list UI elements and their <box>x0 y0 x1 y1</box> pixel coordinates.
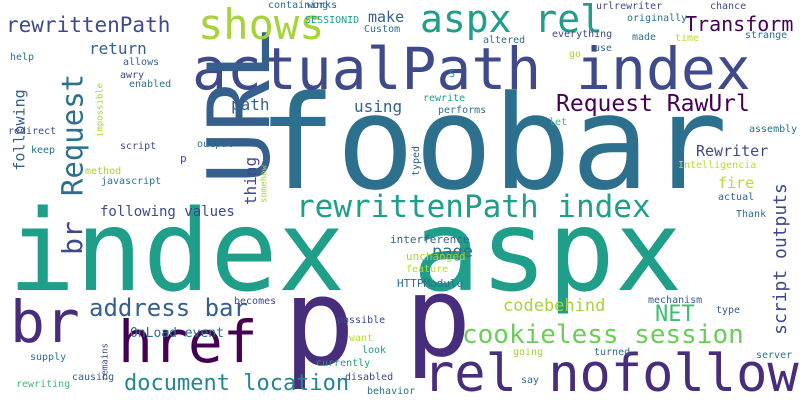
word-shows: shows <box>198 0 325 49</box>
word-works: works <box>307 0 338 11</box>
word-strange: strange <box>745 30 788 41</box>
word-want: want <box>349 333 374 344</box>
word-containing: containing <box>268 0 329 11</box>
word-say: say <box>521 375 540 386</box>
word-onload-event: OnLoad event <box>130 326 224 341</box>
word-rewriter: Rewriter <box>696 142 769 160</box>
word-interference: interference <box>390 233 470 246</box>
word-keep: keep <box>31 145 56 156</box>
word-index-aspx: index aspx <box>8 187 683 317</box>
word-everything: everything <box>552 29 613 40</box>
word-address-bar: address bar <box>89 294 248 322</box>
word-intelligencia: Intelligencia <box>678 160 757 171</box>
word-possible: possible <box>337 315 386 326</box>
word-chance: chance <box>710 1 747 12</box>
word-page: page <box>432 242 473 262</box>
word-rewriting: rewriting <box>16 379 71 390</box>
word-s: S <box>449 69 456 80</box>
word-custom: Custom <box>364 24 401 35</box>
word-impossible: impossible <box>95 82 106 138</box>
word-urlrewriter: urlrewriter <box>596 1 663 12</box>
word-assembly: assembly <box>749 124 798 135</box>
word-unchanged: unchanged <box>406 250 466 263</box>
word-p-second: p <box>405 253 472 381</box>
word-let: let <box>549 117 568 128</box>
word-becomes: becomes <box>234 296 277 307</box>
word-foobar: foobar <box>258 67 728 219</box>
word-supply: supply <box>30 352 67 363</box>
word-aspx-rel: aspx rel <box>420 0 604 41</box>
word-rewrite: rewrite <box>423 93 466 104</box>
word-awry: awry <box>120 70 145 81</box>
word-behavior: behavior <box>367 386 416 397</box>
word-type: type <box>716 305 741 316</box>
word-httpmodule: HTTPModule <box>397 277 464 290</box>
word-br-left: br <box>10 288 80 356</box>
word-fire: fire <box>718 174 755 192</box>
word-redirect: redirect <box>8 126 57 137</box>
word-actualpath-index: actualPath index <box>192 35 751 103</box>
word-output: output <box>197 139 234 150</box>
word-go: go <box>569 49 582 60</box>
word-p-small: p <box>180 152 187 165</box>
word-using: using <box>354 97 403 116</box>
word-feature: feature <box>406 264 449 275</box>
word-causing: causing <box>72 372 115 383</box>
word-help: help <box>10 52 35 63</box>
word-make: make <box>368 8 405 26</box>
word-time: time <box>675 33 700 44</box>
word-allows: allows <box>123 57 160 68</box>
word-br-mid: br <box>56 221 89 255</box>
word-turned: turned <box>594 347 631 358</box>
word-actual: actual <box>718 192 755 203</box>
word-transform: Transform <box>685 12 794 36</box>
word-originally: originally <box>627 13 688 24</box>
word-made: made <box>632 32 657 43</box>
word-use: use <box>594 43 613 54</box>
word-remains: remains <box>100 343 111 381</box>
word-p-big: p <box>283 254 356 393</box>
word-disabled: disabled <box>345 372 394 383</box>
word-net: NET <box>655 302 695 327</box>
word-following-values: following values <box>100 204 235 220</box>
word-performs: performs <box>438 105 487 116</box>
word-rel-nofollow: rel nofollow <box>423 344 799 400</box>
word-typed: typed <box>411 145 422 177</box>
word-thing: thing <box>241 156 260 206</box>
word-cookieless-session: cookieless session <box>462 320 744 350</box>
word-codebehind: codebehind <box>503 296 606 316</box>
word-altered: altered <box>483 35 526 46</box>
word-document-location: document location <box>124 371 350 396</box>
word-request-vertical: Request <box>55 73 90 197</box>
word-currently: currently <box>316 358 371 369</box>
word-rewrittenpath-index: rewrittenPath index <box>296 189 651 225</box>
word-somehow: somehow <box>259 165 270 203</box>
word-rewrittenpath: rewrittenPath <box>6 13 171 37</box>
word-javascript: javascript <box>101 176 162 187</box>
word-enabled: enabled <box>129 79 172 90</box>
word-server: server <box>756 350 793 361</box>
word-going: going <box>513 347 544 358</box>
word-return: return <box>89 39 147 58</box>
word-script-outputs: script outputs <box>770 183 791 335</box>
word-thank: Thank <box>736 209 767 220</box>
word-path: path <box>231 95 270 114</box>
word-script: script <box>120 141 157 152</box>
word-method: method <box>85 166 122 177</box>
word-look: look <box>362 345 387 356</box>
word-mechanism: mechanism <box>648 295 703 306</box>
word-request-rawurl: Request RawUrl <box>556 91 750 117</box>
word-sessionid: SESSIONID <box>305 15 360 26</box>
word-href: href <box>118 308 258 376</box>
